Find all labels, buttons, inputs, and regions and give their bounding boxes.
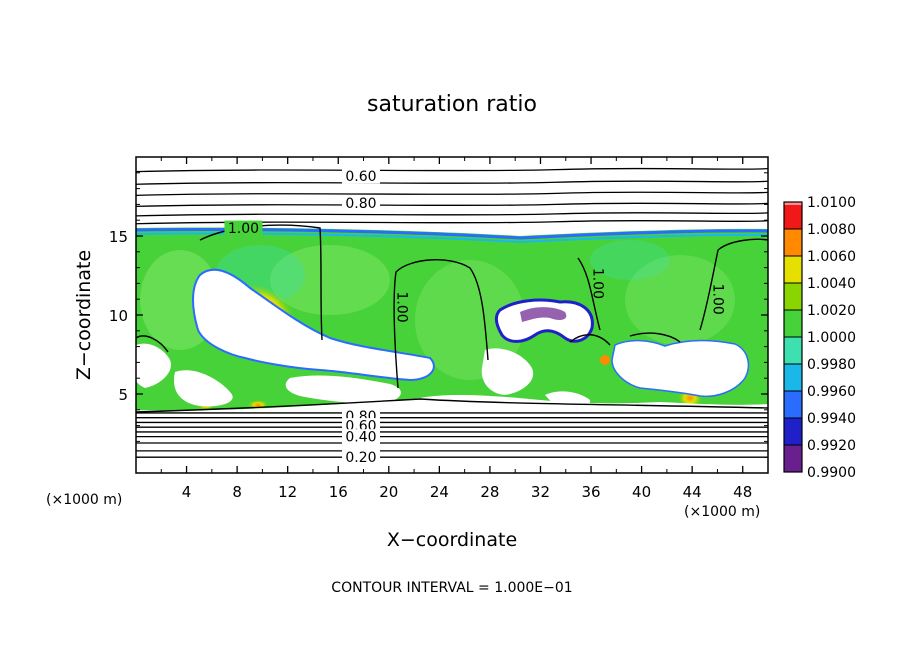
- contour-label: 0.20: [345, 450, 376, 466]
- colorbar-tick-label: 0.9940: [807, 411, 856, 427]
- upper-contour-line: [136, 167, 768, 173]
- contour-label-bg: [224, 220, 263, 236]
- colorbar-tick-label: 1.0000: [807, 330, 856, 346]
- x-tick-label: 28: [480, 483, 499, 501]
- x-tick-label: 4: [182, 483, 192, 501]
- colorbar-tick-label: 1.0020: [807, 303, 856, 319]
- y-axis: 5 10 15: [109, 172, 768, 458]
- colorbar-segment-top: [784, 202, 802, 205]
- contour-label-group: 1.00: [709, 284, 725, 315]
- contour-label-bg: [341, 429, 380, 445]
- lower-contour-line: [136, 456, 768, 459]
- contour-label: 1.00: [709, 284, 725, 315]
- colorbar-segment: [784, 391, 802, 418]
- colorbar-segment: [784, 256, 802, 283]
- lower-contour-line: [136, 416, 768, 419]
- x-axis: 4 8 12 16 20 24 28 32 36 40 44 48: [160, 157, 752, 501]
- x-tick-label: 16: [329, 483, 348, 501]
- colorbar-segment: [784, 202, 802, 229]
- x-unit-label-right: (×1000 m): [684, 504, 760, 520]
- x-tick-label: 32: [531, 483, 550, 501]
- upper-contour-line: [136, 212, 768, 217]
- lower-contour-line: [136, 411, 768, 415]
- lower-contour-line: [136, 435, 768, 438]
- colorbar-segment: [784, 418, 802, 445]
- colorbar-tick-label: 0.9920: [807, 438, 856, 454]
- contour-label-bg: [341, 195, 380, 211]
- y-axis-label: Z−coordinate: [73, 250, 95, 380]
- contour-label: 0.40: [345, 430, 376, 446]
- colorbar-segment: [784, 364, 802, 391]
- lower-contour-line: [136, 449, 768, 452]
- colorbar-segment: [784, 337, 802, 364]
- contour-label-group: 0.80: [341, 195, 380, 212]
- x-tick-label: 40: [632, 483, 651, 501]
- lower-contour-line: [136, 441, 768, 445]
- cloud-contours: [136, 224, 768, 413]
- x-tick-label: 24: [430, 483, 449, 501]
- contour-label-group: 1.00: [589, 268, 605, 299]
- colorbar-tick-label: 1.0080: [807, 222, 856, 238]
- x-tick-label: 36: [581, 483, 600, 501]
- x-tick-label: 20: [379, 483, 398, 501]
- contour-label-bg: [341, 449, 380, 465]
- contour-label-group: 1.00: [393, 292, 409, 323]
- lower-contour-lines: [136, 411, 768, 459]
- x-tick-label: 8: [232, 483, 242, 501]
- colorbar-tick-label: 1.0040: [807, 276, 856, 292]
- contour-label-group: 0.60: [341, 168, 380, 185]
- colorbar-tick-label: 1.0060: [807, 249, 856, 265]
- colorbar-tick-label: 0.9980: [807, 357, 856, 373]
- contour-labels: 0.600.801.001.001.001.000.800.600.400.20: [224, 168, 725, 466]
- contour-label: 1.00: [228, 221, 259, 237]
- upper-contour-line: [136, 180, 768, 185]
- colorbar-tick-label: 1.0100: [807, 195, 856, 211]
- upper-contour-line: [136, 191, 768, 196]
- colorbar-segment: [784, 445, 802, 472]
- clear-regions: [136, 268, 768, 418]
- contour-label: 0.80: [345, 196, 376, 212]
- colorbar-segment: [784, 283, 802, 310]
- colorbar-segment: [784, 310, 802, 337]
- lower-contour-line: [136, 430, 768, 434]
- contour-label-bg: [341, 168, 380, 184]
- y-tick-label: 5: [118, 386, 128, 404]
- plot-area: [136, 157, 768, 473]
- y-tick-label: 15: [109, 228, 128, 246]
- colorbar-tick-label: 0.9900: [807, 465, 856, 481]
- contour-label-group: 0.20: [341, 449, 380, 466]
- x-axis-label: X−coordinate: [387, 529, 517, 551]
- contour-label-group: 1.00: [224, 220, 263, 237]
- x-tick-label: 44: [683, 483, 702, 501]
- colorbar: 0.9900 0.9920 0.9940 0.9960 0.9980 1.0000 1.00…: [783, 195, 856, 481]
- lower-contour-line: [136, 426, 768, 429]
- contour-label-group: 0.40: [341, 429, 380, 446]
- contour-interval-note: CONTOUR INTERVAL = 1.000E−01: [331, 580, 572, 596]
- contour-label: 1.00: [393, 292, 409, 323]
- x-tick-label: 12: [278, 483, 297, 501]
- upper-contour-line: [136, 202, 768, 208]
- colorbar-segment: [784, 229, 802, 256]
- contour-label: 1.00: [589, 268, 605, 299]
- lower-contour-line: [136, 421, 768, 424]
- y-tick-label: 10: [109, 307, 128, 325]
- colorbar-tick-label: 0.9960: [807, 384, 856, 400]
- chart-title: saturation ratio: [367, 92, 537, 117]
- x-tick-label: 48: [733, 483, 752, 501]
- x-unit-label-left: (×1000 m): [46, 492, 122, 508]
- contour-label: 0.60: [345, 169, 376, 185]
